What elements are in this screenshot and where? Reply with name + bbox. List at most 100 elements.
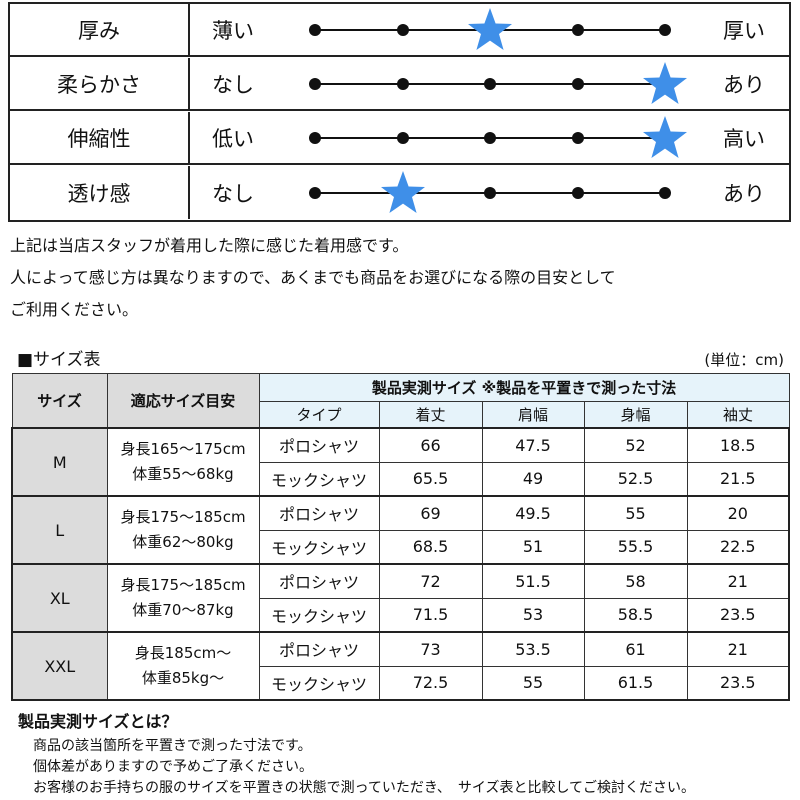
header-type: タイプ (258, 401, 380, 429)
feel-attribute: 透け感 (10, 166, 190, 219)
cell-sleeve: 23.5 (686, 665, 790, 701)
header-guide: 適応サイズ目安 (106, 373, 260, 429)
size-table: サイズ 適応サイズ目安 製品実測サイズ ※製品を平置きで測った寸法 タイプ 着丈… (11, 373, 790, 701)
note-line-3: ご利用ください。 (10, 300, 139, 319)
cell-sleeve: 18.5 (686, 427, 790, 463)
header-length: 着丈 (378, 401, 483, 429)
cell-length: 66 (378, 427, 483, 463)
scale-dot (571, 186, 584, 199)
star-icon (380, 170, 425, 213)
guide-weight: 体重85kg～ (141, 669, 225, 687)
cell-type: ポロシャツ (258, 631, 380, 667)
table-row: XXL 身長185cm～ 体重85kg～ ポロシャツ 73 53.5 61 21 (11, 631, 790, 701)
scale-dot (309, 77, 321, 90)
table-row: L 身長175～185cm 体重62～80kg ポロシャツ 69 49.5 55 20 (11, 495, 790, 565)
scale-dot (484, 77, 496, 90)
cell-length: 72.5 (378, 665, 483, 701)
cell-width: 58.5 (583, 597, 688, 633)
cell-width: 55.5 (583, 529, 688, 565)
scale-dot (571, 77, 584, 90)
scale-dot (659, 23, 671, 36)
cell-shoulder: 51 (481, 529, 585, 565)
feel-high-label: あり (723, 181, 765, 206)
cell-length: 68.5 (378, 529, 483, 565)
feel-row: 柔らかさ なし あり (10, 58, 789, 111)
note-line-1: 上記は当店スタッフが着用した際に感じた着用感です。 (10, 236, 409, 255)
feel-scale (309, 4, 671, 55)
cell-type: モックシャツ (258, 529, 380, 565)
size-guide: 身長185cm～ 体重85kg～ (106, 631, 260, 701)
cell-sleeve: 21.5 (686, 461, 790, 497)
cell-type: モックシャツ (258, 461, 380, 497)
scale-dot (571, 131, 584, 144)
table-row: M 身長165～175cm 体重55～68kg ポロシャツ 66 47.5 52 18.5 (11, 427, 790, 497)
table-row: モックシャツ 65.5 49 52.5 21.5 (12, 461, 790, 497)
cell-shoulder: 49.5 (481, 495, 585, 531)
cell-width: 52 (583, 427, 688, 463)
feel-table: 厚み 薄い 厚い 柔らかさ なし あり 伸縮性 低い 高い 透け感 なし あり (8, 2, 791, 222)
table-row: モックシャツ 68.5 51 55.5 22.5 (12, 529, 790, 565)
feel-scale (309, 166, 671, 219)
size-guide: 身長175～185cm 体重62～80kg (106, 495, 260, 565)
size-guide: 身長165～175cm 体重55～68kg (106, 427, 260, 497)
size-table-heading: ■サイズ表 (17, 350, 101, 370)
scale-dot (396, 23, 409, 36)
scale-dot (484, 186, 496, 199)
cell-width: 52.5 (583, 461, 688, 497)
header-width: 身幅 (583, 401, 688, 429)
cell-shoulder: 51.5 (481, 563, 585, 599)
scale-dot (484, 131, 496, 144)
feel-row: 透け感 なし あり (10, 166, 789, 219)
header-sleeve: 袖丈 (686, 401, 790, 429)
size-name: L (11, 495, 108, 565)
cell-length: 72 (378, 563, 483, 599)
unit-label: (単位：cm) (704, 351, 784, 369)
table-row: XL 身長175～185cm 体重70～87kg ポロシャツ 72 51.5 58 21 (11, 563, 790, 633)
size-name: XXL (11, 631, 108, 701)
cell-shoulder: 55 (481, 665, 585, 701)
star-icon (643, 115, 687, 158)
star-icon (468, 7, 512, 50)
feel-low-label: 薄い (212, 18, 254, 43)
feel-row: 厚み 薄い 厚い (10, 4, 789, 57)
footer-line-2: 個体差がありますので予めご了承ください。 (33, 759, 313, 775)
cell-sleeve: 20 (686, 495, 790, 531)
star-icon (643, 61, 687, 104)
cell-width: 61.5 (583, 665, 688, 701)
cell-type: ポロシャツ (258, 563, 380, 599)
cell-sleeve: 23.5 (686, 597, 790, 633)
table-row: モックシャツ 71.5 53 58.5 23.5 (12, 597, 790, 633)
feel-low-label: 低い (212, 126, 254, 151)
scale-dot (571, 23, 584, 36)
footer-line-3: お客様のお手持ちの服のサイズを平置きの状態で測っていただき、 サイズ表と比較して… (33, 780, 696, 796)
table-row: モックシャツ 72.5 55 61.5 23.5 (12, 665, 790, 701)
cell-length: 69 (378, 495, 483, 531)
size-name: M (11, 427, 108, 497)
feel-attribute: 厚み (10, 4, 190, 55)
cell-width: 55 (583, 495, 688, 531)
feel-high-label: 厚い (723, 18, 765, 43)
cell-type: モックシャツ (258, 665, 380, 701)
header-measured: 製品実測サイズ ※製品を平置きで測った寸法 (258, 373, 790, 402)
feel-attribute: 伸縮性 (10, 112, 190, 163)
cell-type: モックシャツ (258, 597, 380, 633)
feel-high-label: あり (723, 72, 765, 97)
feel-low-label: なし (212, 181, 254, 206)
feel-scale (309, 112, 687, 163)
cell-shoulder: 49 (481, 461, 585, 497)
header-size: サイズ (11, 373, 108, 429)
cell-shoulder: 47.5 (481, 427, 585, 463)
footer-line-1: 商品の該当箇所を平置きで測った寸法です。 (33, 738, 312, 754)
cell-sleeve: 21 (686, 563, 790, 599)
guide-weight: 体重70～87kg (132, 601, 234, 619)
guide-height: 身長185cm～ (134, 644, 232, 662)
guide-height: 身長175～185cm (120, 576, 246, 594)
scale-dot (309, 131, 321, 144)
cell-width: 58 (583, 563, 688, 599)
feel-attribute: 柔らかさ (10, 58, 190, 109)
feel-low-label: なし (212, 72, 254, 97)
scale-dot (309, 186, 321, 199)
footer-title: 製品実測サイズとは？ (18, 712, 178, 731)
cell-width: 61 (583, 631, 688, 667)
note-line-2: 人によって感じ方は異なりますので、あくまでも商品をお選びになる際の目安として (10, 268, 616, 287)
